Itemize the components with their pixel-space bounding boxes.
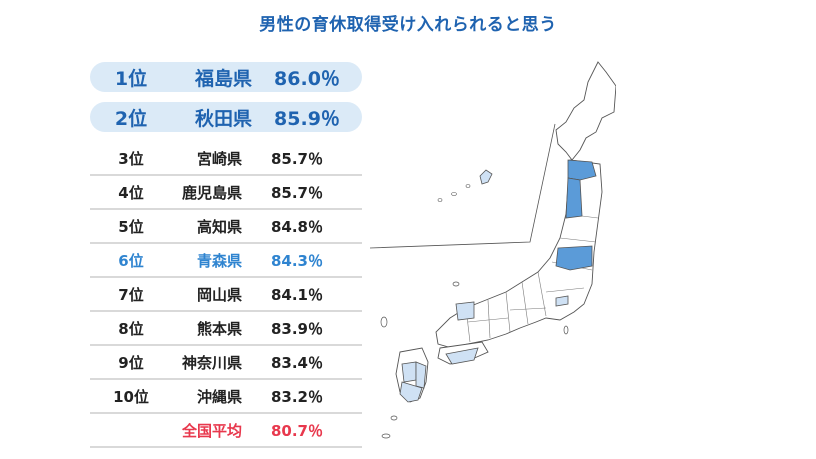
region-kumamoto xyxy=(401,361,417,383)
region-miyazaki xyxy=(415,361,427,389)
rank-label: 9位 xyxy=(118,353,144,372)
rank-row: 6位 青森県 84.3％ xyxy=(90,244,362,278)
national-average-row: 全国平均 80.7％ xyxy=(90,414,362,448)
ranking-table: 1位 福島県 86.0％ 2位 秋田県 85.9％ 3位 宮崎県 85.7％ 4位 鹿児島県 85.7… xyxy=(90,56,362,448)
chart-title: 男性の育休取得受け入れられると思う xyxy=(259,15,557,35)
rank-row: 10位 沖縄県 83.2％ xyxy=(90,380,362,414)
rank-label: 2位 xyxy=(114,107,148,130)
rank-row: 8位 熊本県 83.9％ xyxy=(90,312,362,346)
prefecture-name: 全国平均 xyxy=(181,421,242,440)
prefecture-name: 青森県 xyxy=(196,251,242,270)
percent-value: 85.9％ xyxy=(274,107,340,130)
rank-label: 10位 xyxy=(113,387,149,406)
prefecture-name: 神奈川県 xyxy=(181,353,242,372)
rank-label: 6位 xyxy=(118,251,144,270)
okinawa-islands xyxy=(437,184,471,202)
prefecture-name: 沖縄県 xyxy=(196,387,242,406)
region-kanagawa xyxy=(555,295,569,307)
prefecture-name: 熊本県 xyxy=(196,319,242,338)
region-okayama xyxy=(455,301,475,321)
region-kochi xyxy=(445,347,479,365)
prefecture-name: 鹿児島県 xyxy=(181,183,242,202)
percent-value: 84.3％ xyxy=(270,251,323,270)
percent-value: 83.2％ xyxy=(270,387,323,406)
region-aomori xyxy=(567,159,597,181)
percent-value: 86.0％ xyxy=(274,67,340,90)
region-hokkaido xyxy=(555,61,616,161)
rank-label: 4位 xyxy=(118,183,144,202)
inset-divider xyxy=(370,123,556,249)
region-fukushima xyxy=(555,245,593,271)
percent-value: 83.9％ xyxy=(270,319,323,338)
prefecture-name: 福島県 xyxy=(194,67,252,90)
percent-value: 84.1％ xyxy=(270,285,323,304)
rank-row: 3位 宮崎県 85.7％ xyxy=(90,142,362,176)
percent-value: 80.7％ xyxy=(270,421,323,440)
rank-row: 4位 鹿児島県 85.7％ xyxy=(90,176,362,210)
rank-row: 9位 神奈川県 83.4％ xyxy=(90,346,362,380)
rank-label: 5位 xyxy=(118,217,144,236)
prefecture-name: 岡山県 xyxy=(196,285,242,304)
region-okinawa xyxy=(479,169,493,185)
rank-row: 7位 岡山県 84.1％ xyxy=(90,278,362,312)
prefecture-name: 秋田県 xyxy=(194,107,252,130)
percent-value: 83.4％ xyxy=(270,353,323,372)
rank-label: 1位 xyxy=(114,67,148,90)
rank-row: 5位 高知県 84.8％ xyxy=(90,210,362,244)
prefecture-name: 宮崎県 xyxy=(196,149,242,168)
rank-label: 3位 xyxy=(118,149,144,168)
percent-value: 85.7％ xyxy=(270,183,323,202)
rank-label: 7位 xyxy=(118,285,144,304)
prefecture-name: 高知県 xyxy=(196,217,242,236)
region-kagoshima xyxy=(399,381,423,403)
rank-label: 8位 xyxy=(118,319,144,338)
japan-map xyxy=(370,61,616,439)
small-islands xyxy=(380,281,569,439)
region-akita xyxy=(565,177,583,219)
rank-row: 1位 福島県 86.0％ xyxy=(90,62,362,92)
rank-row: 2位 秋田県 85.9％ xyxy=(90,102,362,132)
percent-value: 84.8％ xyxy=(270,217,323,236)
percent-value: 85.7％ xyxy=(270,149,323,168)
